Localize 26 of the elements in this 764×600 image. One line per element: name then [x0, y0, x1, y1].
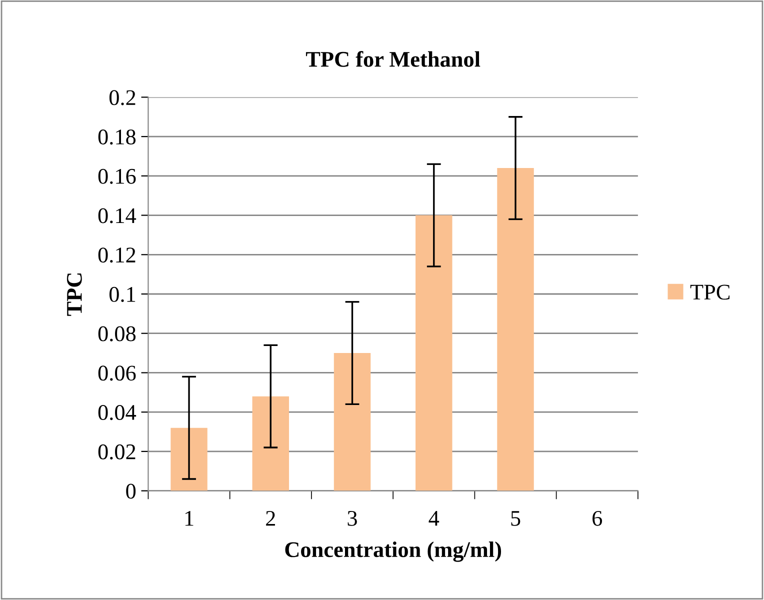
x-tick-label: 4	[428, 511, 440, 526]
y-axis-title: TPC	[66, 273, 82, 316]
chart-title: TPC for Methanol	[306, 51, 480, 67]
y-tick-label: 0.04	[98, 405, 136, 420]
y-tick-label: 0.12	[98, 248, 136, 263]
y-tick-label: 0.16	[98, 168, 136, 184]
y-tick-label: 0	[126, 484, 136, 499]
bar	[252, 396, 290, 491]
bar	[497, 168, 534, 491]
bar	[334, 353, 371, 491]
x-tick-label: 5	[511, 511, 520, 526]
y-tick-label: 0.1	[109, 286, 136, 302]
x-tick-label: 6	[592, 510, 602, 526]
y-tick-label: 0.2	[109, 90, 136, 106]
y-tick-label: 0.06	[98, 366, 136, 381]
bar	[170, 428, 208, 491]
y-tick-label: 0.14	[98, 208, 136, 224]
x-axis-title: Concentration (mg/ml)	[285, 542, 502, 562]
y-tick-label: 0.08	[98, 326, 136, 342]
x-tick-label: 2	[266, 510, 275, 526]
legend-label: TPC	[690, 284, 730, 300]
bar	[416, 215, 452, 491]
x-tick-label: 3	[348, 510, 357, 526]
x-tick-label: 1	[185, 510, 194, 526]
y-tick-label: 0.18	[98, 129, 136, 145]
y-tick-label: 0.02	[98, 444, 136, 460]
